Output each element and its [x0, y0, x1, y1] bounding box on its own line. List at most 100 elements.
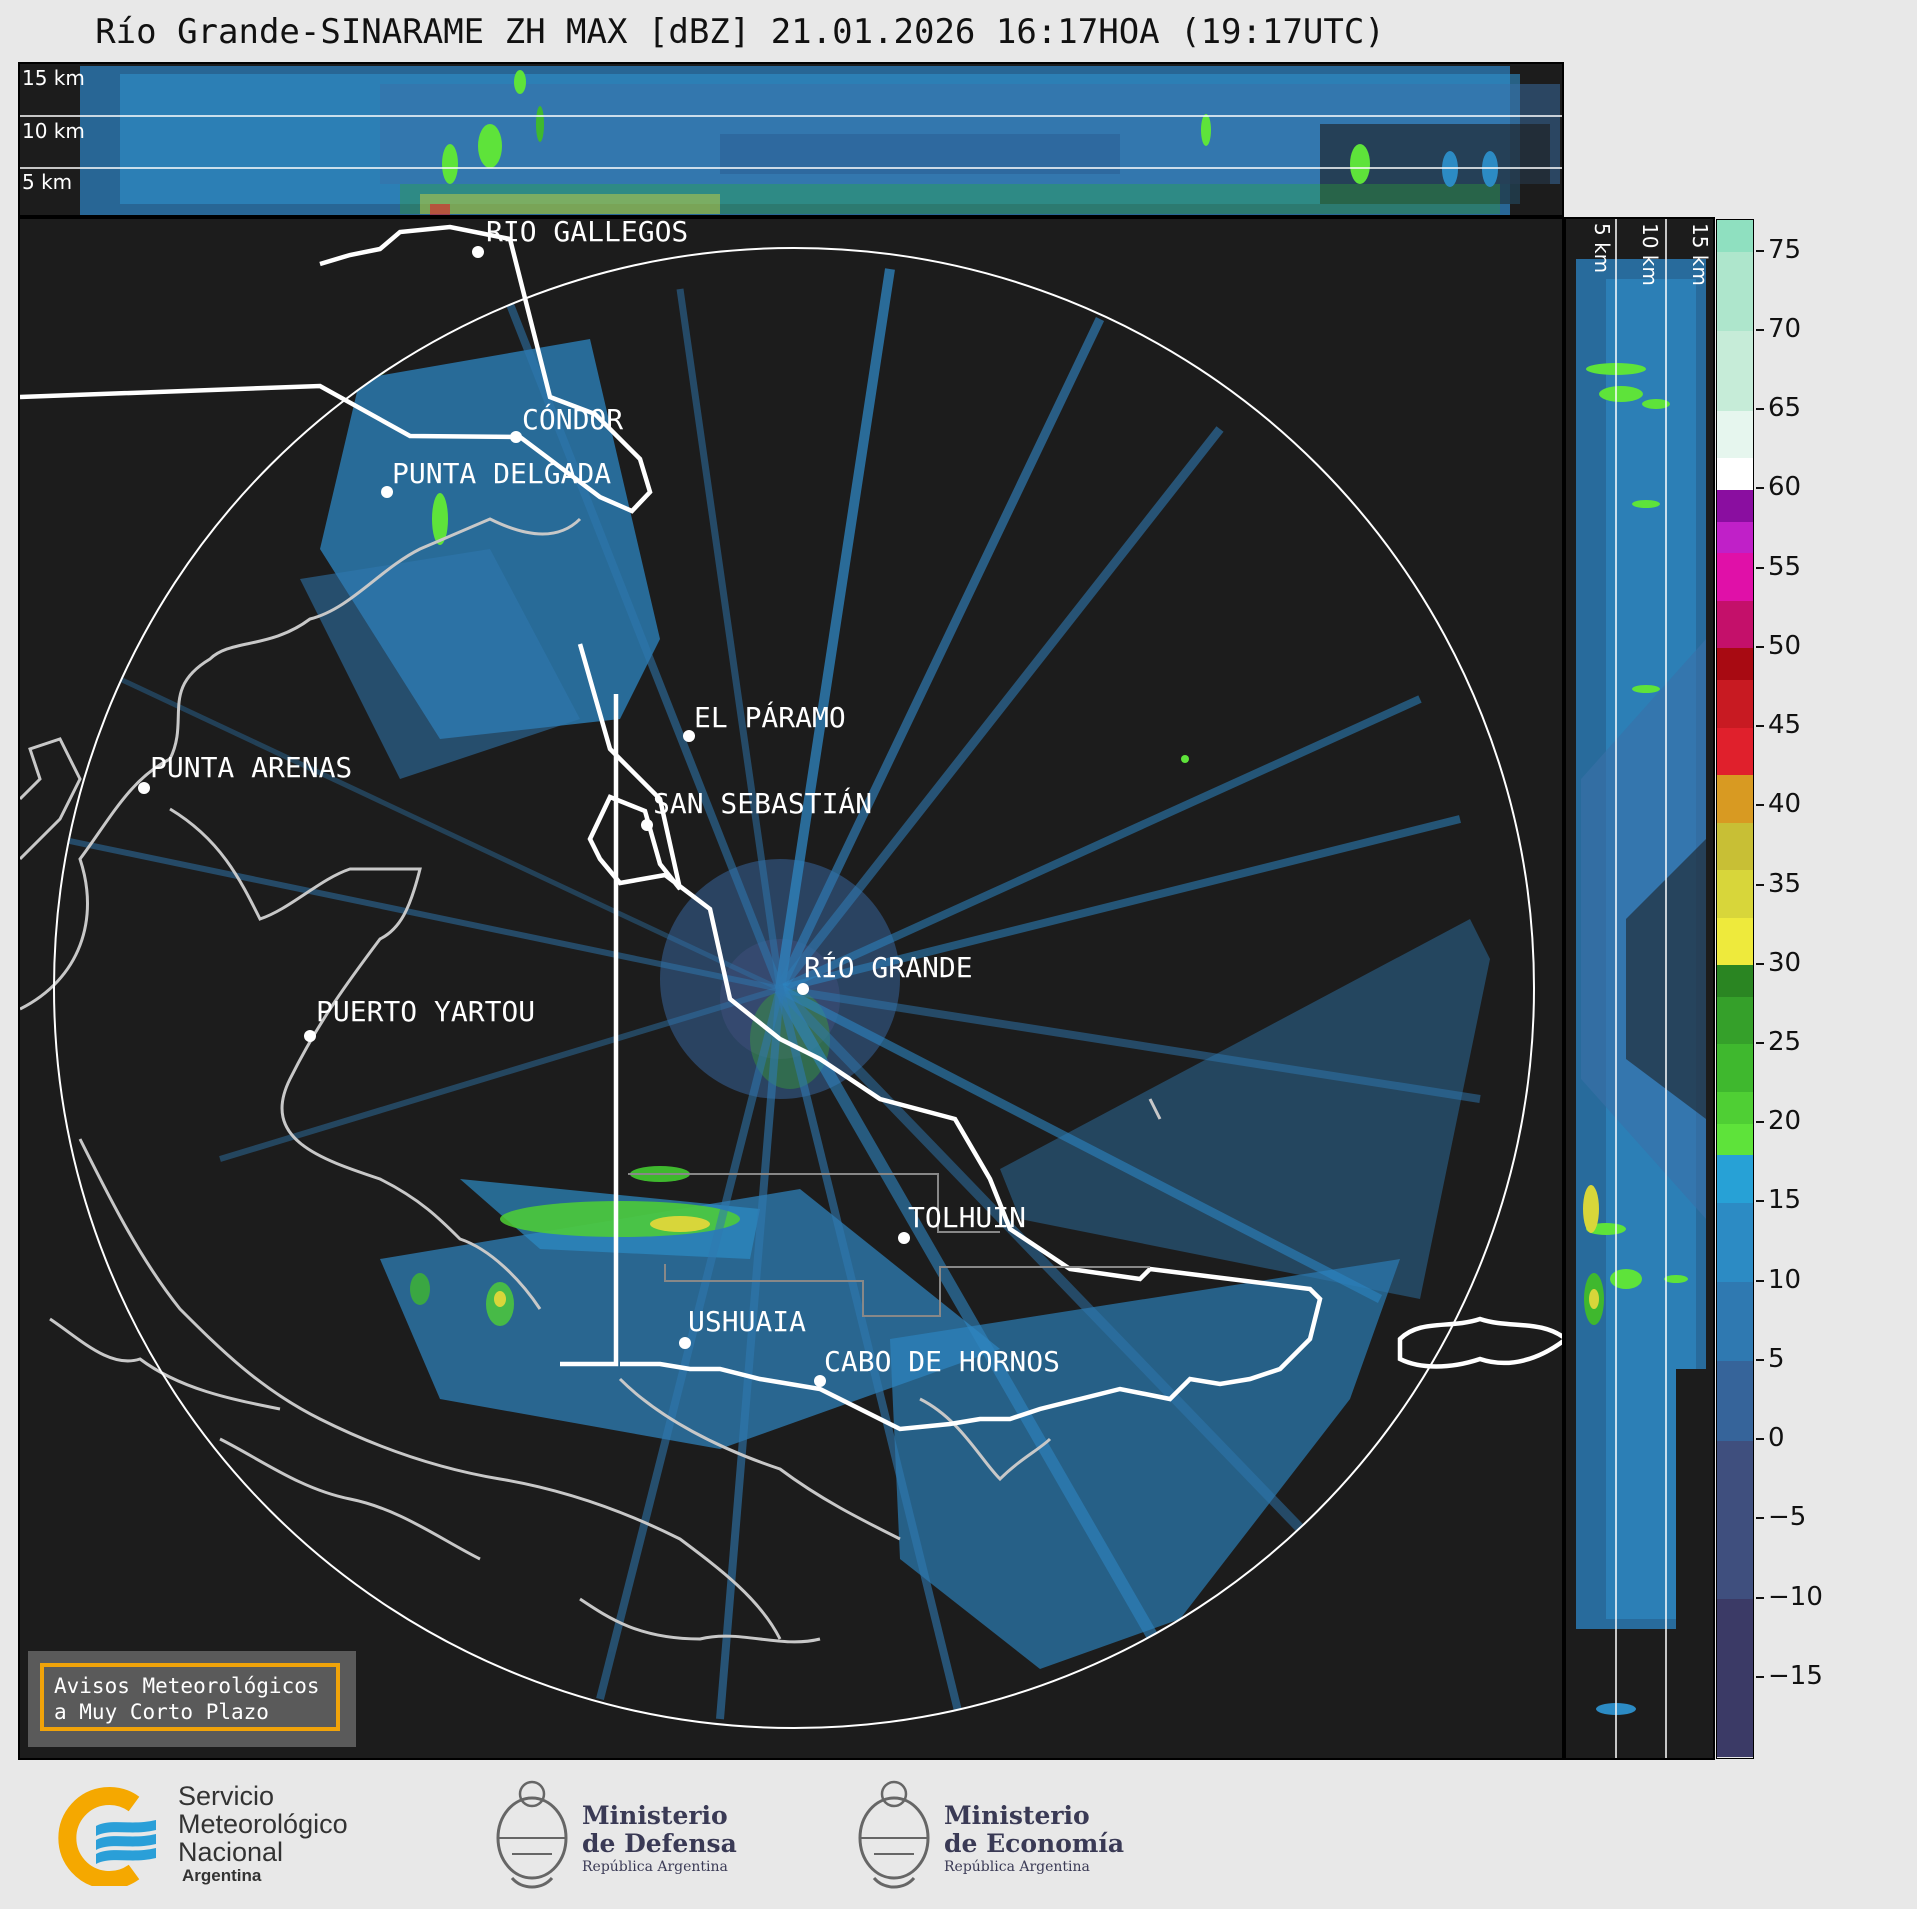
colorbar-tick-label: 35 [1768, 868, 1802, 899]
city-label-punta-delgada: PUNTA DELGADA [392, 457, 612, 490]
top-cross-section-echoes [80, 66, 1560, 215]
borders [20, 224, 1562, 1432]
colorbar-tick [1756, 883, 1764, 886]
colorbar-tick-label: 15 [1768, 1185, 1802, 1216]
colorbar-tick-label: −15 [1768, 1660, 1823, 1691]
colorbar-tick [1756, 566, 1764, 569]
economia-seal-icon [854, 1772, 934, 1898]
colorbar-tick-label: 0 [1768, 1423, 1785, 1454]
colorbar-tick-label: −10 [1768, 1581, 1823, 1612]
economia-logo-line3: República Argentina [944, 1859, 1090, 1875]
city-label-el-paramo: EL PÁRAMO [694, 701, 846, 734]
coastlines [20, 517, 1162, 1644]
top-cross-section-panel: 15 km 10 km 5 km [18, 62, 1564, 217]
colorbar-segment [1717, 330, 1753, 411]
colorbar-segment [1717, 774, 1753, 823]
colorbar-tick [1756, 1121, 1764, 1124]
colorbar-tick-label: 45 [1768, 710, 1802, 741]
city-label-cabo-de-hornos: CABO DE HORNOS [824, 1345, 1061, 1378]
colorbar-tick [1756, 487, 1764, 490]
colorbar-segment [1717, 1281, 1753, 1362]
economia-logo-line1: Ministerio [944, 1801, 1090, 1830]
city-label-ushuaia: USHUAIA [688, 1305, 807, 1338]
radar-map-panel[interactable]: RÍO GALLEGOS CÓNDOR PUNTA DELGADA EL PÁR… [18, 217, 1564, 1760]
smn-logo-line1: Servicio [178, 1781, 275, 1811]
colorbar-tick-label: 65 [1768, 393, 1802, 424]
top-altitude-label-5km: 5 km [22, 170, 73, 194]
colorbar-segment [1717, 1123, 1753, 1156]
colorbar-segment [1717, 1440, 1753, 1600]
colorbar-tick-label: 70 [1768, 313, 1802, 344]
smn-logo-line3: Nacional [178, 1837, 284, 1867]
colorbar-segment [1717, 521, 1753, 554]
colorbar-segment [1717, 1091, 1753, 1124]
alert-box-line1: Avisos Meteorológicos [54, 1674, 320, 1698]
smn-logo-icon [56, 1786, 166, 1889]
colorbar-tick-label: 40 [1768, 789, 1802, 820]
defensa-logo-line3: República Argentina [582, 1859, 728, 1875]
side-cross-section-echoes [1566, 259, 1713, 1758]
colorbar-segment [1717, 1360, 1753, 1441]
colorbar-segment [1717, 251, 1753, 332]
smn-logo-line2: Meteorológico [178, 1809, 348, 1839]
colorbar-segment [1717, 822, 1753, 871]
colorbar-tick [1756, 725, 1764, 728]
colorbar-segment [1717, 964, 1753, 997]
colorbar-segment [1717, 457, 1753, 490]
colorbar-segment [1717, 1154, 1753, 1203]
colorbar-tick-label: 55 [1768, 551, 1802, 582]
top-altitude-label-10km: 10 km [22, 119, 85, 143]
top-altitude-label-15km: 15 km [22, 66, 85, 90]
defensa-logo-text: Ministerio de Defensa República Argentin… [582, 1802, 737, 1876]
smn-logo-text: Servicio Meteorológico Nacional Argentin… [178, 1782, 348, 1886]
colorbar-segment [1717, 489, 1753, 522]
colorbar-tick-label: 5 [1768, 1343, 1785, 1374]
colorbar-tick-label: 50 [1768, 630, 1802, 661]
colorbar-segment [1717, 220, 1753, 253]
colorbar-tick [1756, 1438, 1764, 1441]
range-ring [53, 247, 1535, 1729]
colorbar-tick [1756, 1279, 1764, 1282]
colorbar-segment [1717, 1202, 1753, 1283]
colorbar-segment [1717, 917, 1753, 966]
radar-echoes [59, 268, 1490, 1722]
colorbar-tick [1756, 1041, 1764, 1044]
colorbar-segment [1717, 1043, 1753, 1092]
colorbar-tick [1756, 1358, 1764, 1361]
colorbar-tick [1756, 328, 1764, 331]
colorbar-segment [1717, 410, 1753, 459]
colorbar-segment [1717, 869, 1753, 918]
alert-box[interactable]: Avisos Meteorológicos a Muy Corto Plazo [28, 1651, 356, 1747]
defensa-logo-line1: Ministerio [582, 1801, 728, 1830]
colorbar-tick-label: 30 [1768, 947, 1802, 978]
city-label-san-sebastian: SAN SEBASTIÁN [653, 787, 873, 820]
colorbar-tick-label: 10 [1768, 1264, 1802, 1295]
province-boundary [628, 1173, 1150, 1317]
smn-logo-line4: Argentina [182, 1866, 262, 1885]
colorbar-segment [1717, 600, 1753, 649]
city-label-punta-arenas: PUNTA ARENAS [150, 751, 353, 784]
colorbar-tick [1756, 1517, 1764, 1520]
colorbar-segment [1717, 679, 1753, 728]
city-label-tolhuin: TOLHUIN [908, 1201, 1027, 1234]
colorbar-segment [1717, 1598, 1753, 1758]
colorbar [1716, 219, 1754, 1759]
colorbar-tick [1756, 1675, 1764, 1678]
side-altitude-label-10km: 10 km [1638, 223, 1662, 286]
side-cross-section-panel: 5 km 10 km 15 km [1564, 217, 1715, 1760]
colorbar-tick-label: 20 [1768, 1106, 1802, 1137]
colorbar-segment [1717, 996, 1753, 1045]
city-label-condor: CÓNDOR [522, 403, 624, 436]
colorbar-segment [1717, 552, 1753, 601]
defensa-seal-icon [492, 1772, 572, 1898]
colorbar-tick [1756, 804, 1764, 807]
city-label-puerto-yartou: PUERTO YARTOU [316, 995, 536, 1028]
colorbar-tick [1756, 962, 1764, 965]
colorbar-tick [1756, 645, 1764, 648]
side-altitude-label-5km: 5 km [1590, 223, 1614, 274]
colorbar-tick-label: 25 [1768, 1026, 1802, 1057]
colorbar-tick-label: 75 [1768, 234, 1802, 265]
side-altitude-label-15km: 15 km [1688, 223, 1712, 286]
colorbar-segment [1717, 647, 1753, 680]
colorbar-tick [1756, 249, 1764, 252]
